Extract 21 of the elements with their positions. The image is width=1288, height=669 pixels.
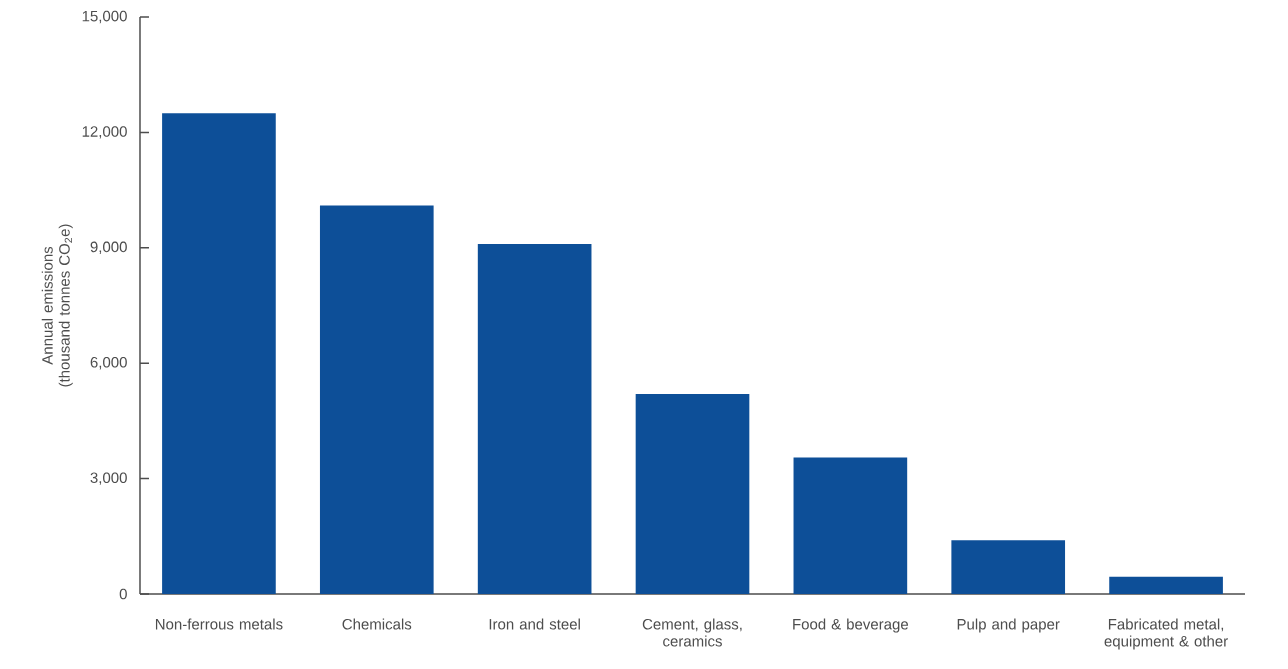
y-tick-label: 3,000 bbox=[90, 472, 127, 485]
bar bbox=[162, 113, 276, 594]
y-tick-label: 15,000 bbox=[82, 10, 127, 24]
x-tick-label: Iron and steel bbox=[489, 618, 580, 630]
bar bbox=[951, 540, 1066, 594]
bar bbox=[1109, 576, 1223, 594]
y-tick-label: 9,000 bbox=[90, 241, 127, 254]
x-tick-label: Food & beverage bbox=[793, 618, 909, 633]
y-tick-label: 0 bbox=[119, 588, 127, 600]
x-tick-label: Fabricated metal, equipment & other bbox=[1104, 618, 1228, 650]
x-tick-label: Non-ferrous metals bbox=[155, 618, 283, 630]
bar bbox=[477, 243, 592, 594]
x-tick-label: Pulp and paper bbox=[957, 618, 1060, 633]
y-axis-title: Annual emissions (thousand tonnes CO$_{2}$e) bbox=[41, 224, 73, 387]
bar bbox=[319, 205, 434, 594]
y-tick-label: 12,000 bbox=[82, 126, 127, 139]
bar bbox=[635, 393, 750, 594]
x-tick-label: Cement, glass, ceramics bbox=[642, 618, 742, 647]
x-tick-label: Chemicals bbox=[342, 618, 412, 630]
y-tick-label: 6,000 bbox=[90, 357, 127, 370]
bar bbox=[793, 457, 908, 594]
